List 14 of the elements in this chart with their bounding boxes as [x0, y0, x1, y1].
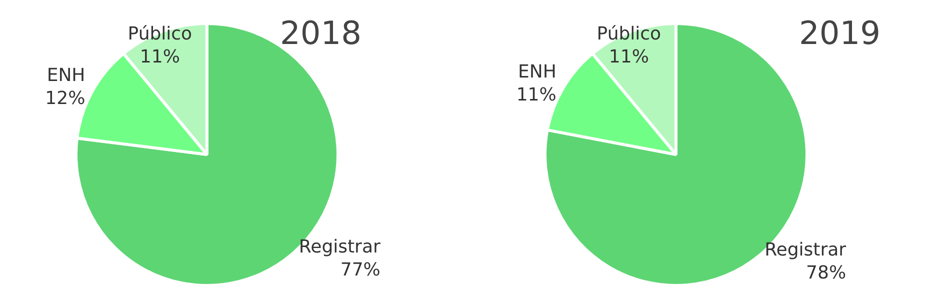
- slice-label: ENH: [46, 65, 86, 86]
- slice-label: ENH: [518, 61, 556, 82]
- data-label: 12%: [45, 88, 86, 110]
- data-label: 78%: [806, 262, 846, 284]
- data-label: 11%: [516, 84, 556, 106]
- slice-label: Público: [596, 23, 662, 44]
- data-label: 11%: [140, 46, 180, 68]
- slice-label: Público: [128, 23, 192, 44]
- data-label: 77%: [340, 259, 380, 280]
- slice-label: Registrar: [298, 236, 381, 258]
- chart-title: 2018: [280, 14, 362, 52]
- chart-title: 2019: [799, 14, 880, 52]
- slice-label: Registrar: [764, 239, 847, 260]
- data-label: 11%: [608, 46, 649, 68]
